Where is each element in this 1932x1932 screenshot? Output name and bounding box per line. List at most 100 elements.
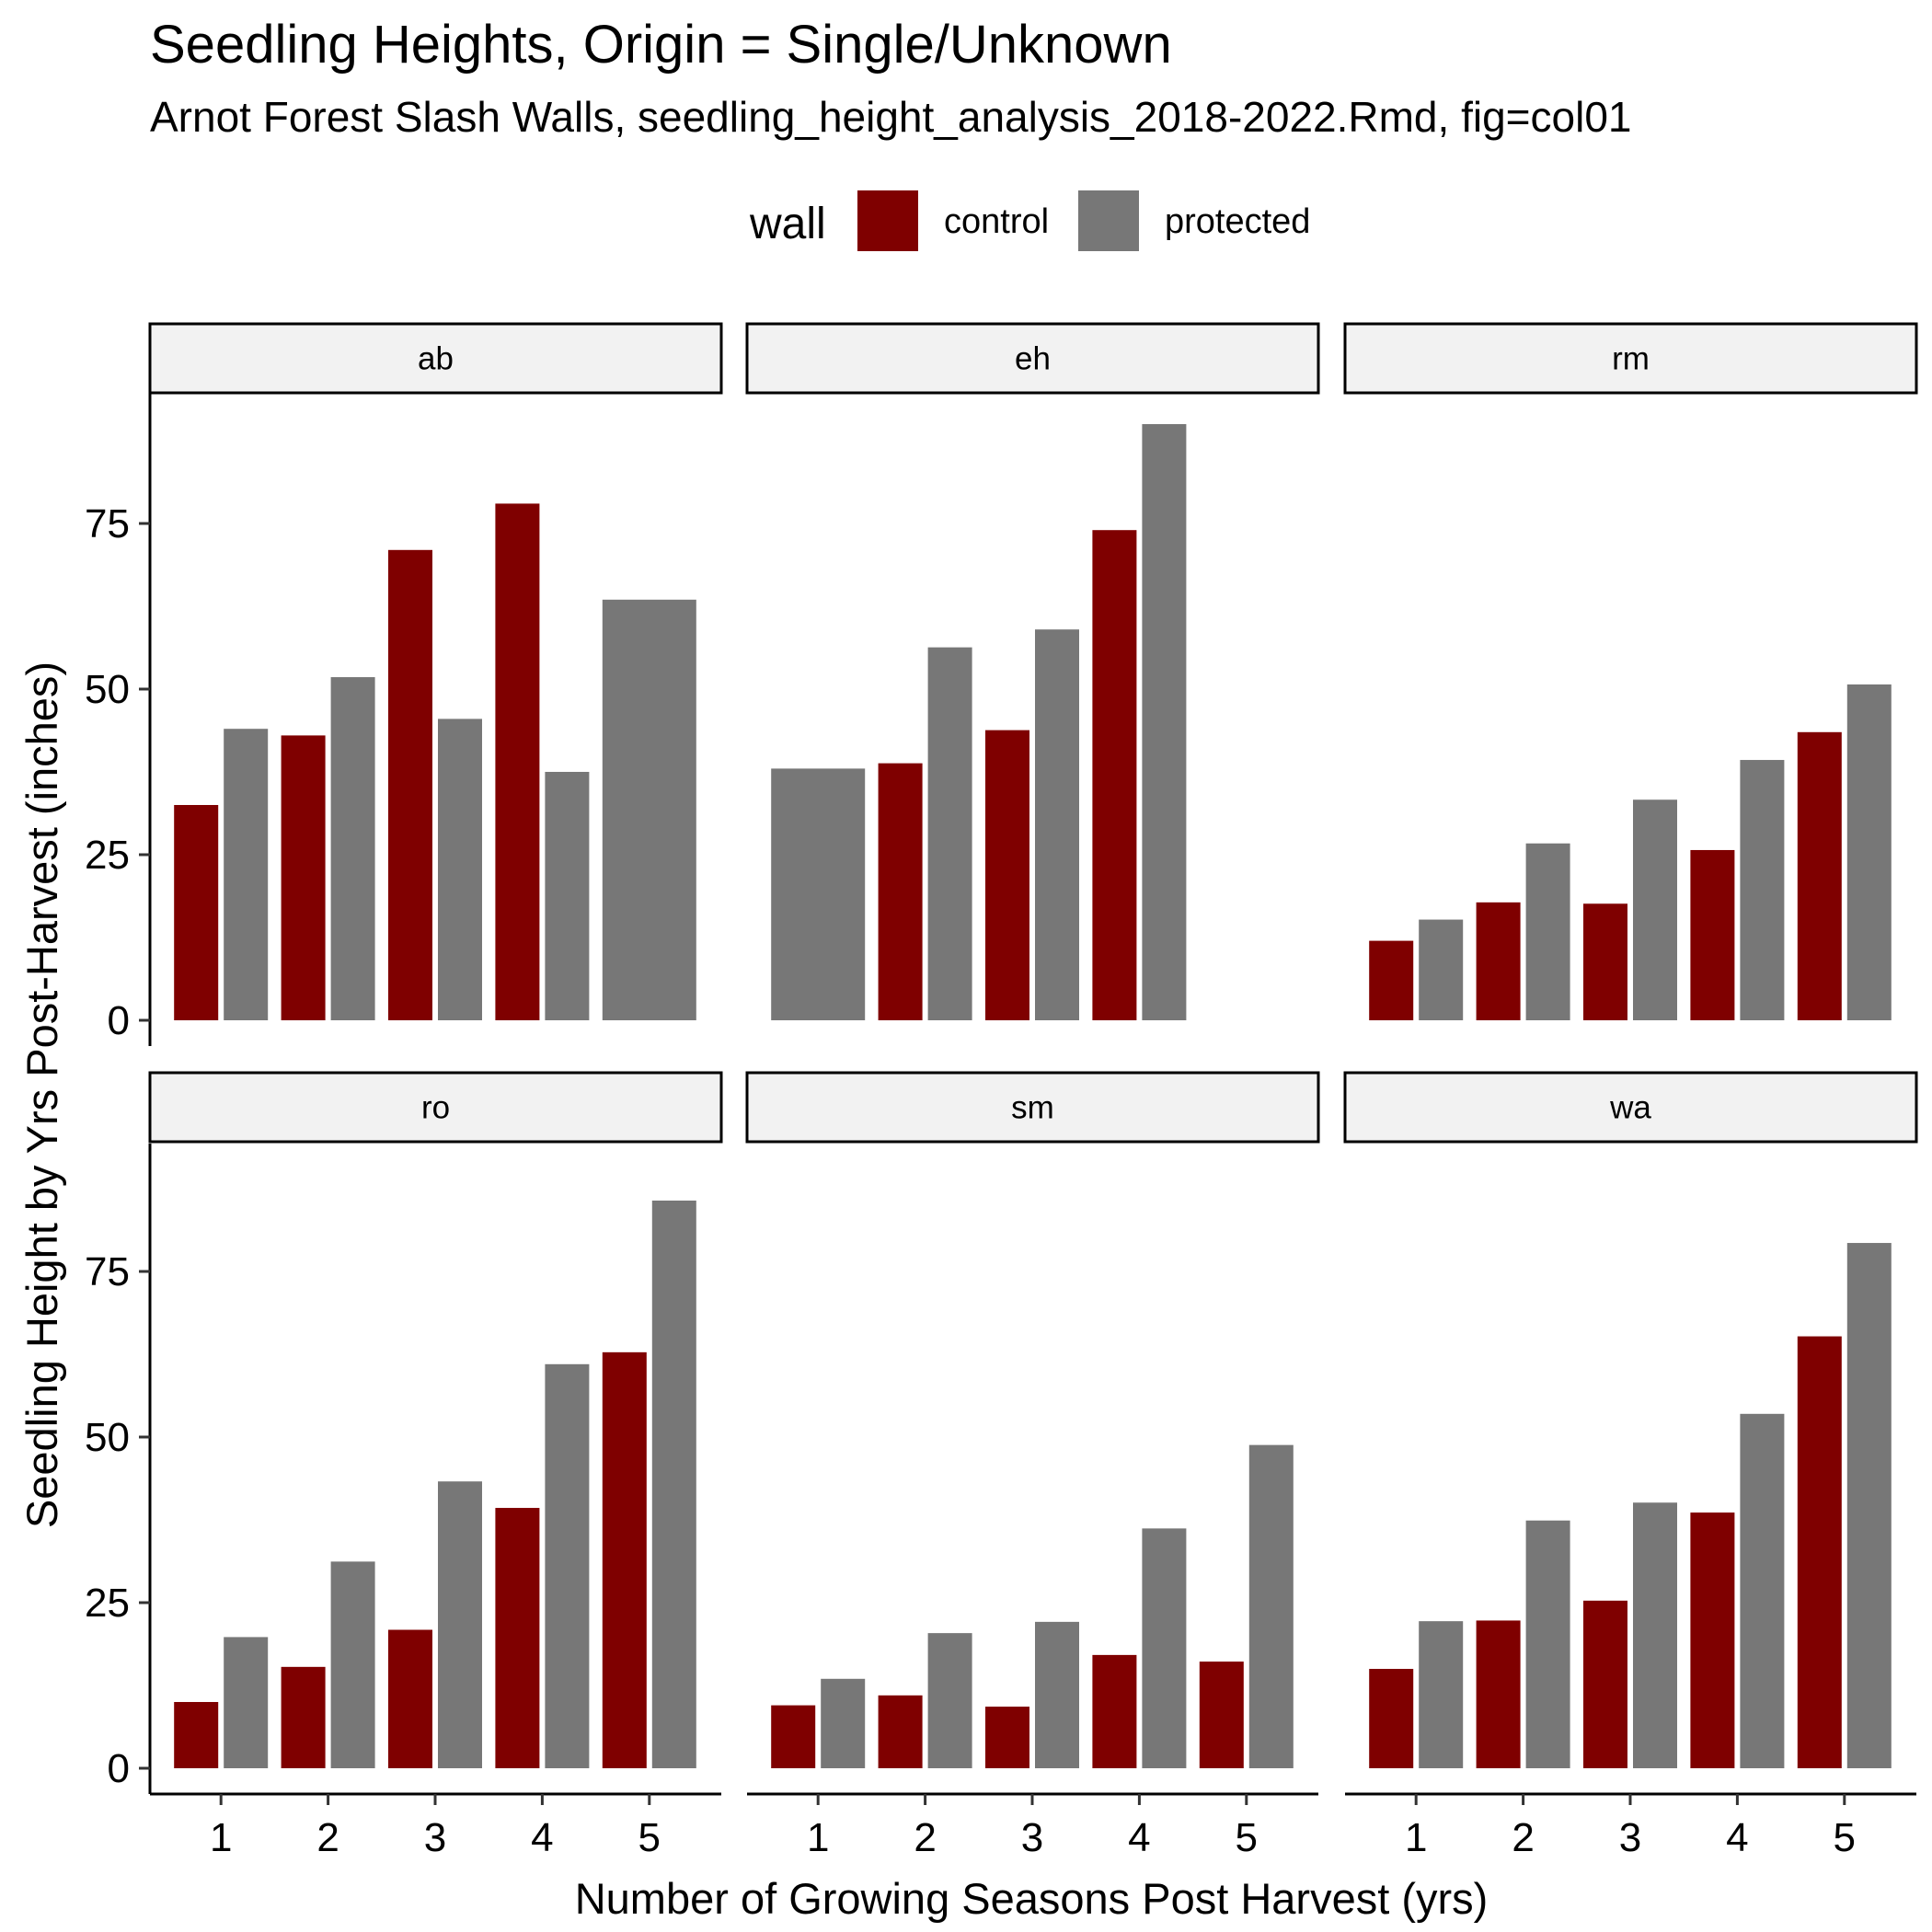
bar-rm-protected-4 [1740, 760, 1785, 1020]
y-tick-label: 75 [85, 1249, 130, 1294]
bar-rm-control-2 [1476, 902, 1521, 1020]
bar-sm-control-1 [771, 1705, 816, 1768]
bar-rm-control-5 [1797, 731, 1842, 1020]
bar-rm-protected-2 [1525, 843, 1570, 1020]
chart-title: Seedling Heights, Origin = Single/Unknow… [150, 15, 1172, 75]
x-tick-label: 1 [1405, 1815, 1427, 1860]
x-tick-label: 4 [1726, 1815, 1748, 1860]
y-tick-label: 50 [85, 1415, 130, 1460]
bar-sm-control-2 [878, 1695, 923, 1768]
y-tick-label: 50 [85, 667, 130, 712]
y-axis-title: Seedling Height by Yrs Post-Harvest (inc… [17, 661, 66, 1528]
x-tick-label: 2 [914, 1815, 936, 1860]
bar-wa-control-2 [1476, 1620, 1521, 1768]
bar-ro-protected-3 [438, 1481, 482, 1768]
facet-strip-label: ab [418, 341, 454, 377]
facet-panel-rm: rm [1343, 322, 1918, 1020]
x-tick-label: 5 [638, 1815, 661, 1860]
bar-ab-control-1 [174, 805, 219, 1020]
x-tick-label: 5 [1236, 1815, 1258, 1860]
bar-ro-control-3 [388, 1629, 432, 1768]
facet-strip [148, 322, 723, 395]
facet-strip [1343, 322, 1918, 395]
legend: wall control protected [749, 190, 1310, 251]
facet-panel-eh: eh [745, 322, 1320, 1020]
bar-ro-control-4 [495, 1508, 540, 1768]
bar-ab-protected-2 [330, 677, 375, 1020]
bar-rm-control-1 [1369, 940, 1414, 1020]
x-tick-label: 2 [1512, 1815, 1534, 1860]
bar-ab-control-4 [495, 503, 540, 1020]
facet-strip-label: wa [1609, 1090, 1651, 1126]
bar-sm-control-4 [1092, 1654, 1137, 1768]
bar-sm-protected-2 [927, 1633, 972, 1768]
bar-eh-protected-3 [1035, 629, 1079, 1020]
bar-wa-protected-2 [1525, 1520, 1570, 1768]
x-tick-label: 4 [1128, 1815, 1150, 1860]
legend-key-protected [1078, 190, 1139, 251]
x-tick-label: 2 [316, 1815, 339, 1860]
bar-ro-protected-4 [545, 1363, 590, 1768]
legend-label-control: control [944, 202, 1049, 241]
bar-eh-control-2 [878, 763, 923, 1020]
bar-ro-protected-2 [330, 1561, 375, 1768]
bar-wa-protected-1 [1419, 1621, 1464, 1768]
facet-strip [745, 322, 1320, 395]
bar-eh-protected-1 [771, 768, 866, 1020]
bar-ab-protected-3 [438, 719, 482, 1020]
x-tick-label: 1 [807, 1815, 829, 1860]
facet-strip-label: sm [1011, 1090, 1054, 1126]
bar-rm-protected-5 [1846, 684, 1892, 1020]
facet-strip [745, 1071, 1320, 1144]
bar-wa-control-3 [1583, 1600, 1627, 1768]
bar-eh-protected-2 [927, 647, 972, 1020]
bar-ab-protected-1 [224, 729, 269, 1020]
x-axis-title: Number of Growing Seasons Post Harvest (… [575, 1874, 1489, 1923]
bar-sm-control-5 [1199, 1662, 1244, 1768]
bar-ab-protected-4 [545, 772, 590, 1020]
bar-ab-control-2 [281, 735, 326, 1020]
bar-ro-control-1 [174, 1702, 219, 1768]
bar-wa-protected-3 [1633, 1502, 1677, 1768]
bar-sm-protected-1 [821, 1678, 866, 1768]
y-tick-label: 0 [108, 998, 130, 1043]
facet-panel-ab: ab 0 25 50 75 [85, 322, 723, 1046]
facet-strip [148, 1071, 723, 1144]
legend-key-control [857, 190, 918, 251]
bar-ab-protected-5 [602, 599, 696, 1020]
facet-strip [1343, 1071, 1918, 1144]
facet-panel-sm: sm 1 2 3 4 5 [745, 1071, 1320, 1860]
bar-ro-control-2 [281, 1666, 326, 1768]
x-tick-label: 1 [210, 1815, 232, 1860]
bar-rm-control-3 [1583, 903, 1627, 1020]
bar-eh-protected-4 [1142, 424, 1187, 1020]
bar-wa-control-5 [1797, 1336, 1842, 1768]
x-tick-label: 3 [424, 1815, 446, 1860]
bar-ro-protected-5 [651, 1200, 696, 1768]
bar-rm-control-4 [1690, 849, 1735, 1020]
x-tick-label: 5 [1834, 1815, 1856, 1860]
bar-rm-protected-3 [1633, 799, 1677, 1020]
y-tick-label: 25 [85, 1581, 130, 1626]
y-tick-label: 0 [108, 1746, 130, 1791]
legend-title: wall [749, 200, 826, 248]
chart-subtitle: Arnot Forest Slash Walls, seedling_heigh… [150, 93, 1632, 141]
bar-sm-protected-4 [1142, 1528, 1187, 1768]
x-tick-label: 3 [1619, 1815, 1641, 1860]
y-tick-label: 75 [85, 501, 130, 546]
bar-sm-protected-3 [1035, 1621, 1079, 1768]
facet-strip-label: ro [421, 1090, 450, 1126]
bar-sm-control-3 [985, 1707, 1029, 1768]
facet-strip-label: eh [1015, 341, 1051, 377]
bar-sm-protected-5 [1248, 1444, 1294, 1768]
bar-wa-protected-4 [1740, 1413, 1785, 1768]
facet-strip-label: rm [1612, 341, 1650, 377]
bar-rm-protected-1 [1419, 919, 1464, 1020]
y-tick-label: 25 [85, 833, 130, 878]
bar-wa-control-1 [1369, 1669, 1414, 1768]
bar-wa-protected-5 [1846, 1243, 1892, 1768]
legend-label-protected: protected [1165, 202, 1310, 241]
